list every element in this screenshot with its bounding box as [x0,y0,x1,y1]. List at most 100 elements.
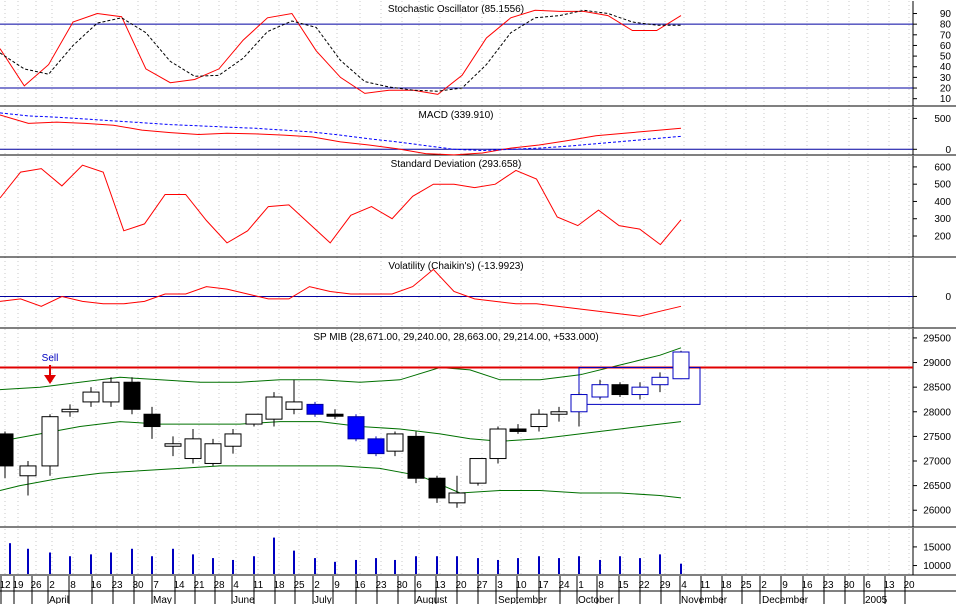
day-tick-label: 28 [213,580,225,591]
y-tick-label: 0 [945,145,951,156]
candle [326,409,344,420]
month-label: December [762,595,809,604]
candle [469,458,487,486]
candle [41,414,59,476]
candle [204,438,222,466]
candle [591,379,609,400]
sell-arrow-head [44,375,56,384]
y-tick-label: 40 [940,62,952,73]
y-tick-label: 300 [934,214,951,225]
candle [164,436,182,457]
day-tick-label: 30 [132,580,144,591]
candle [509,424,527,434]
y-tick-label: 10000 [923,561,951,572]
day-tick-label: 11 [253,580,264,591]
candle-body [224,433,242,447]
day-tick-label: 13 [434,580,446,591]
candle-body [448,492,466,504]
panel-4: 29500 29000 28500 28000 27500 27000 26500 26000… [0,329,956,528]
day-tick-label: 14 [173,580,185,591]
y-tick-label: 29000 [923,358,951,369]
candle [448,475,466,508]
y-tick-label: 26000 [923,506,951,517]
y-tick-label: 70 [940,30,952,41]
day-tick-label: 30 [396,580,408,591]
day-tick-label: 30 [843,580,855,591]
y-tick-label: 60 [940,41,952,52]
candle-body [102,381,120,403]
candle-body [0,433,14,467]
candle [347,414,365,442]
day-tick-label: 18 [273,580,285,591]
day-tick-label: 7 [153,580,159,591]
candle [285,379,303,415]
y-tick-label: 28500 [923,383,951,394]
month-label: June [233,595,255,604]
candle-body [41,416,59,467]
sell-annotation-label: Sell [42,353,59,364]
day-tick-label: 24 [558,580,570,591]
candle-body [570,394,588,413]
day-tick-label: 13 [883,580,895,591]
y-tick-label: 30 [940,73,952,84]
day-tick-label: 2 [314,580,320,591]
y-tick-label: 90 [940,9,952,20]
candle-body [428,477,446,499]
candle [489,426,507,464]
y-tick-label: 27000 [923,457,951,468]
candle-body [509,428,527,432]
day-tick-label: 21 [193,580,205,591]
y-tick-label: 29500 [923,333,951,344]
y-tick-label: 200 [934,232,951,243]
y-tick-label: 28000 [923,407,951,418]
candle-body [184,438,202,460]
candle [245,413,263,427]
day-tick-label: 17 [537,580,549,591]
y-tick-label: 50 [940,52,952,63]
panel-3: 0 Volatility (Chaikin's) (-13.9923) [0,258,956,329]
candle-body [530,413,548,428]
candle [143,406,161,439]
candle [530,409,548,432]
candle [265,392,283,427]
candle [550,406,568,422]
y-tick-label: 20 [940,84,952,95]
y-tick-label: 10 [940,94,952,105]
day-tick-label: 25 [740,580,752,591]
day-tick-label: 19 [12,580,24,591]
candle-body [306,403,324,415]
day-tick-label: 9 [782,580,788,591]
day-tick-label: 4 [681,580,687,591]
candle [407,431,425,484]
day-tick-label: 9 [334,580,340,591]
month-label: July [314,595,332,604]
candle-body [19,465,37,477]
day-tick-label: 20 [903,580,915,591]
day-tick-label: 3 [497,580,503,591]
candle-body [611,384,629,396]
candle [367,436,385,457]
candle [184,429,202,464]
candle-body [631,386,649,396]
candle-body [326,413,344,417]
candle-body [407,435,425,479]
day-tick-label: 15 [617,580,629,591]
candle [61,404,79,417]
candle [19,461,37,496]
candle-body [591,384,609,398]
candle [428,475,446,503]
day-tick-label: 16 [354,580,366,591]
day-tick-label: 6 [865,580,871,591]
panel-2: 600 500 400 300 200 Standard Deviation (293.6… [0,156,956,258]
panel-1: 500 0 MACD (339.910) [0,107,956,156]
y-tick-label: 27500 [923,432,951,443]
panel-title: Standard Deviation (293.658) [391,159,522,170]
day-tick-label: 8 [70,580,76,591]
y-tick-label: 600 [934,162,951,173]
candle-body [245,413,263,425]
candle-body [61,408,79,413]
